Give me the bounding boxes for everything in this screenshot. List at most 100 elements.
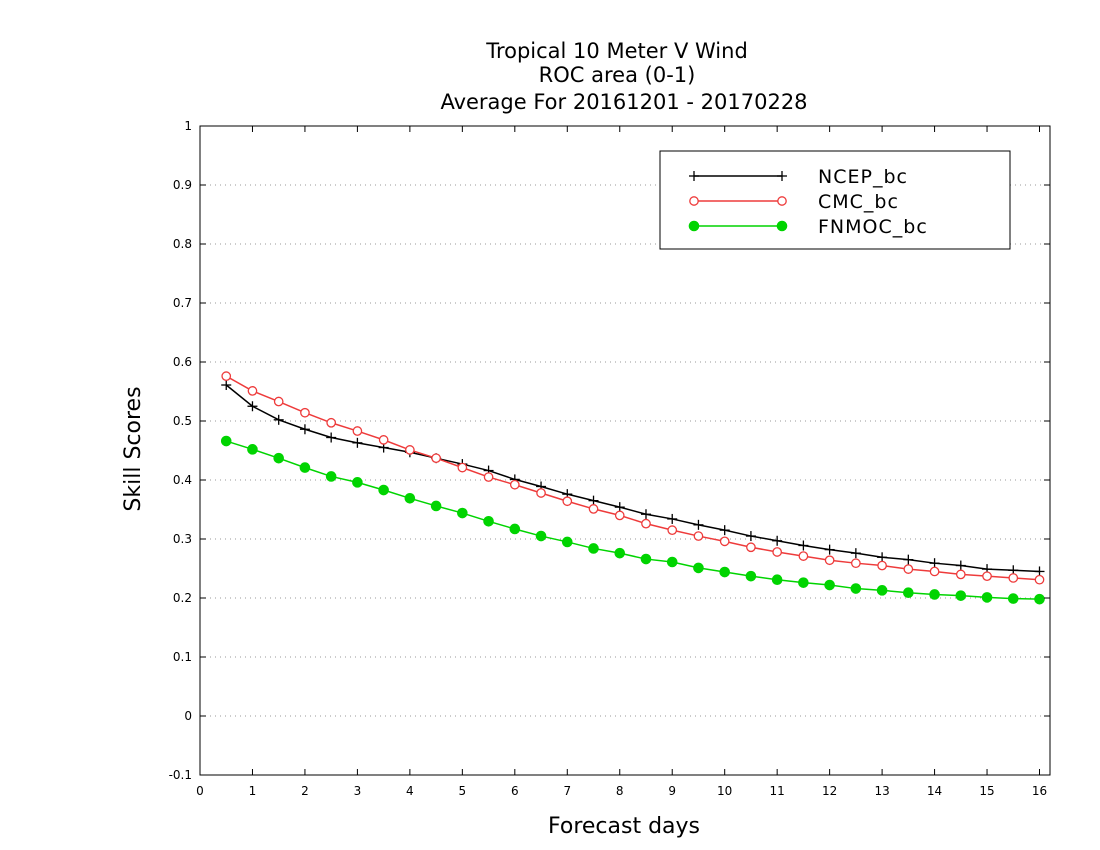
- legend-marker: [776, 220, 788, 232]
- data-point-cmc-bc: [457, 462, 468, 473]
- data-point-ncep-bc: [798, 540, 809, 551]
- data-point-cmc-bc: [378, 435, 389, 445]
- y-tick-label: 0.3: [173, 532, 192, 546]
- x-tick-label: 12: [822, 784, 837, 798]
- y-tick-label: -0.1: [169, 768, 192, 782]
- data-point-cmc-bc: [1008, 573, 1019, 583]
- data-point-fnmoc-bc: [325, 471, 337, 482]
- legend-marker: [777, 171, 787, 181]
- legend-marker: [689, 171, 699, 181]
- data-point-cmc-bc: [824, 555, 835, 566]
- data-point-fnmoc-bc: [588, 543, 599, 554]
- data-point-cmc-bc: [667, 525, 678, 536]
- data-point-cmc-bc: [955, 569, 966, 580]
- data-point-cmc-bc: [536, 488, 546, 498]
- x-tick-label: 14: [927, 784, 942, 798]
- data-point-cmc-bc: [641, 518, 651, 529]
- data-point-fnmoc-bc: [929, 589, 940, 600]
- x-tick-label: 8: [616, 784, 624, 798]
- data-point-cmc-bc: [431, 453, 441, 464]
- x-axis-title: Forecast days: [548, 814, 700, 839]
- x-tick-label: 11: [770, 784, 785, 798]
- y-tick-label: 1: [184, 119, 192, 133]
- data-point-cmc-bc: [405, 445, 415, 455]
- data-point-ncep-bc: [929, 558, 940, 569]
- x-tick-label: 9: [668, 784, 676, 798]
- x-tick-label: 2: [301, 784, 309, 798]
- data-point-fnmoc-bc: [457, 507, 468, 519]
- y-tick-label: 0.5: [173, 414, 192, 428]
- x-tick-label: 10: [717, 784, 732, 798]
- legend-item-ncep-bc: NCEP_bc: [689, 166, 908, 188]
- data-point-cmc-bc: [1034, 574, 1045, 585]
- plot-series: [220, 371, 1045, 605]
- data-point-ncep-bc: [877, 552, 888, 563]
- data-point-fnmoc-bc: [666, 556, 678, 568]
- data-point-fnmoc-bc: [745, 570, 757, 582]
- data-point-ncep-bc: [221, 380, 232, 391]
- chart-title-line-2: ROC area (0-1): [539, 63, 696, 87]
- series-line-ncep-bc: [225, 384, 1040, 573]
- data-point-fnmoc-bc: [771, 574, 783, 586]
- data-point-fnmoc-bc: [483, 516, 494, 527]
- data-point-ncep-bc: [1034, 566, 1045, 577]
- data-point-cmc-bc: [693, 531, 704, 541]
- x-tick-label: 7: [563, 784, 571, 798]
- x-tick-label: 13: [874, 784, 889, 798]
- data-point-cmc-bc: [851, 558, 861, 569]
- data-point-cmc-bc: [877, 560, 887, 571]
- legend-label: NCEP_bc: [818, 166, 908, 188]
- data-point-cmc-bc: [588, 504, 599, 514]
- axis-ticks: 0 1 2 3 4 5 6 7 8 9 10 11 12 13 14 15 16-0.100.10.20.30.…: [169, 119, 1050, 798]
- y-tick-label: 0.6: [173, 355, 192, 369]
- y-tick-label: 0.1: [173, 650, 192, 664]
- data-point-ncep-bc: [640, 509, 651, 520]
- data-point-ncep-bc: [326, 432, 337, 443]
- data-point-fnmoc-bc: [798, 577, 809, 588]
- y-axis-title: Skill Scores: [121, 386, 146, 511]
- data-point-ncep-bc: [247, 401, 258, 412]
- x-tick-label: 3: [354, 784, 362, 798]
- x-tick-label: 0: [196, 784, 204, 798]
- plot-frame: [199, 125, 1051, 776]
- data-point-cmc-bc: [509, 479, 520, 490]
- data-point-fnmoc-bc: [614, 547, 626, 559]
- data-point-cmc-bc: [929, 566, 940, 577]
- data-point-fnmoc-bc: [981, 592, 993, 603]
- data-point-cmc-bc: [719, 536, 730, 547]
- data-point-fnmoc-bc: [352, 477, 363, 488]
- x-tick-label: 16: [1032, 784, 1047, 798]
- data-point-fnmoc-bc: [220, 435, 232, 447]
- data-point-fnmoc-bc: [273, 452, 285, 464]
- data-point-ncep-bc: [824, 544, 835, 555]
- data-point-cmc-bc: [300, 407, 310, 418]
- y-tick-label: 0.7: [173, 296, 192, 310]
- data-point-ncep-bc: [614, 502, 625, 513]
- data-point-fnmoc-bc: [1034, 593, 1045, 605]
- data-point-fnmoc-bc: [1007, 593, 1019, 604]
- data-point-cmc-bc: [483, 472, 494, 482]
- y-tick-label: 0.2: [173, 591, 192, 605]
- data-point-ncep-bc: [667, 513, 678, 524]
- data-point-fnmoc-bc: [693, 562, 704, 574]
- data-point-ncep-bc: [955, 560, 966, 571]
- series-ncep-bc: [221, 380, 1045, 577]
- y-tick-label: 0.8: [173, 237, 192, 251]
- legend-marker: [689, 196, 699, 206]
- x-tick-label: 1: [249, 784, 257, 798]
- data-point-fnmoc-bc: [850, 583, 862, 594]
- data-point-fnmoc-bc: [719, 566, 730, 578]
- data-point-ncep-bc: [745, 531, 756, 542]
- data-point-cmc-bc: [903, 564, 914, 574]
- data-point-fnmoc-bc: [955, 590, 967, 601]
- gridlines: [200, 184, 1050, 717]
- series-fnmoc-bc: [220, 435, 1045, 605]
- data-point-cmc-bc: [562, 496, 573, 507]
- x-tick-label: 5: [459, 784, 467, 798]
- legend-marker: [688, 220, 700, 232]
- x-tick-label: 4: [406, 784, 414, 798]
- data-point-cmc-bc: [772, 547, 783, 557]
- legend-box: [659, 150, 1011, 250]
- data-point-ncep-bc: [772, 535, 783, 546]
